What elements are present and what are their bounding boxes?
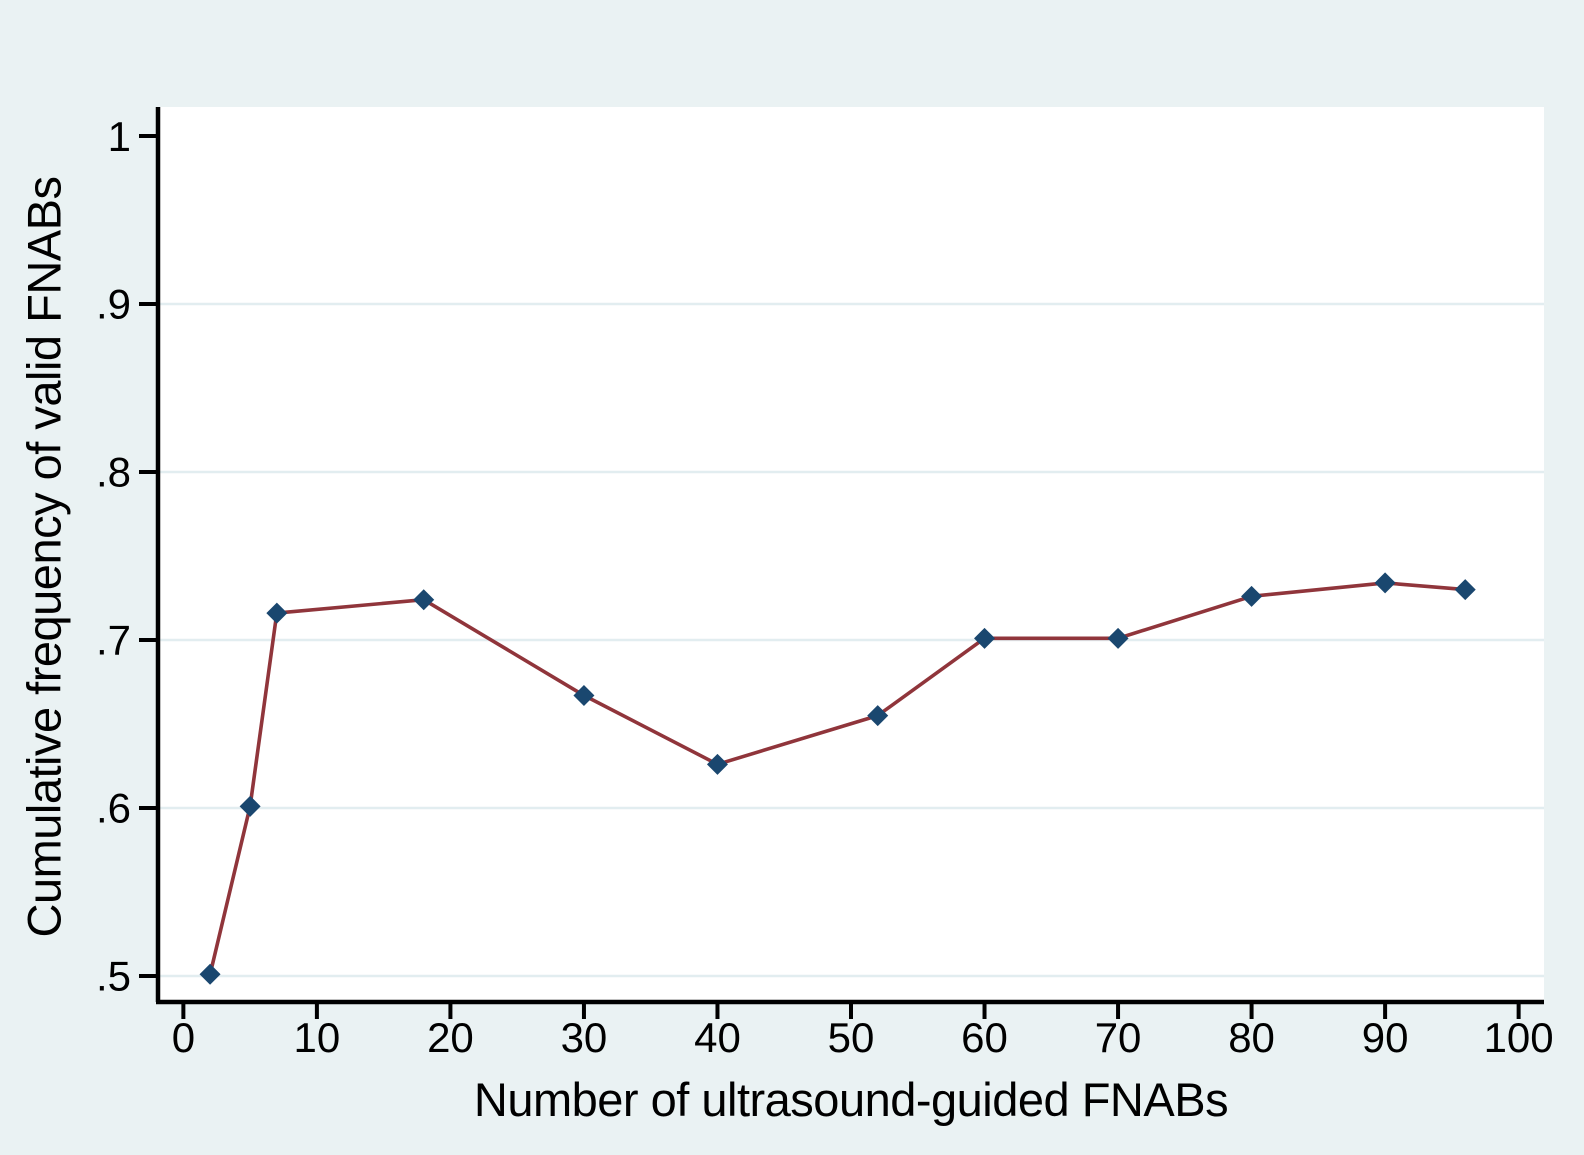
y-tick-label: .5 — [96, 953, 131, 1000]
data-point-marker — [413, 589, 435, 611]
data-point-marker — [199, 963, 221, 985]
x-tick-label: 90 — [1362, 1014, 1409, 1061]
data-point-marker — [1241, 585, 1263, 607]
x-tick-label: 70 — [1095, 1014, 1142, 1061]
data-point-marker — [867, 705, 889, 727]
x-tick-label: 50 — [828, 1014, 875, 1061]
data-point-marker — [1454, 579, 1476, 601]
x-tick-label: 30 — [561, 1014, 608, 1061]
data-point-marker — [573, 684, 595, 706]
y-tick-label: .9 — [96, 281, 131, 328]
plot-background — [158, 107, 1544, 1000]
data-point-marker — [1107, 627, 1129, 649]
y-axis-title: Cumulative frequency of valid FNABs — [17, 176, 71, 938]
x-tick-label: 100 — [1484, 1014, 1554, 1061]
y-tick-label: .8 — [96, 449, 131, 496]
x-tick-label: 60 — [961, 1014, 1008, 1061]
data-line — [208, 581, 1466, 975]
x-tick-label: 10 — [294, 1014, 341, 1061]
y-tick-label: .6 — [96, 785, 131, 832]
data-point-marker — [706, 753, 728, 775]
data-point-marker — [239, 795, 261, 817]
data-point-marker — [974, 627, 996, 649]
y-tick-label: .7 — [96, 617, 131, 664]
x-tick-label: 0 — [172, 1014, 195, 1061]
data-point-marker — [266, 602, 288, 624]
x-tick-label: 40 — [694, 1014, 741, 1061]
x-tick-label: 80 — [1228, 1014, 1275, 1061]
y-tick-label: 1 — [108, 113, 131, 160]
data-point-marker — [1374, 572, 1396, 594]
x-axis-title: Number of ultrasound-guided FNABs — [473, 1073, 1229, 1126]
x-tick-label: 20 — [427, 1014, 474, 1061]
